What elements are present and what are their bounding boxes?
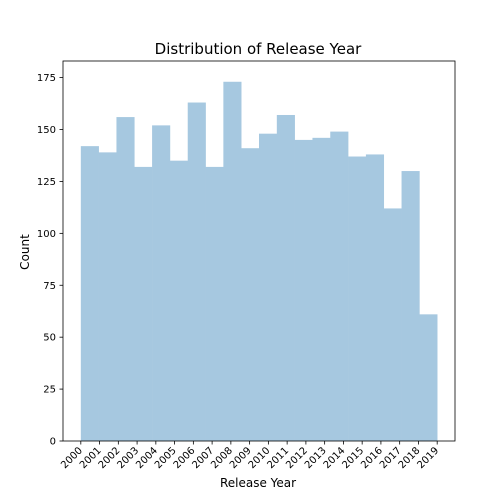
x-axis-title: Release Year [220, 476, 296, 490]
y-tick-label-1: 25 [43, 385, 56, 396]
y-tick-label-6: 150 [37, 125, 56, 136]
y-tick-label-2: 50 [43, 333, 56, 344]
x-axis-ticks: 2000200120022003200420052006200720082009… [59, 441, 441, 471]
y-axis-title: Count [18, 234, 32, 270]
histogram-bar-3 [134, 166, 153, 441]
histogram-bar-12 [294, 139, 313, 441]
histogram-bar-18 [401, 171, 420, 442]
histogram-bar-7 [205, 166, 224, 441]
chart-title: Distribution of Release Year [155, 40, 362, 58]
histogram-bar-19 [419, 314, 438, 441]
histogram-bar-10 [259, 133, 278, 441]
histogram-bar-1 [98, 152, 117, 441]
histogram-bar-2 [116, 117, 135, 441]
histogram-bar-9 [241, 148, 260, 441]
y-axis-ticks: 0 25 50 75 100 125 150 175 [37, 73, 63, 448]
plot-frame [62, 60, 456, 442]
histogram-bar-0 [80, 146, 99, 441]
y-tick-label-7: 175 [37, 73, 56, 84]
histogram-bar-16 [365, 154, 385, 441]
bars-group [80, 81, 438, 442]
y-tick-label-3: 75 [43, 281, 56, 292]
histogram-bar-5 [169, 160, 189, 442]
x-tick-label-19: 2019 [416, 445, 442, 471]
histogram-bar-17 [383, 208, 402, 441]
y-tick-label-4: 100 [37, 229, 56, 240]
histogram-bar-8 [223, 81, 242, 442]
histogram-bar-14 [330, 131, 349, 441]
histogram-bar-15 [348, 156, 367, 441]
histogram-bar-4 [152, 125, 171, 442]
histogram-bar-13 [312, 137, 331, 441]
y-tick-label-5: 125 [37, 177, 56, 188]
y-tick-label-0: 0 [50, 437, 56, 448]
histogram-bar-11 [276, 114, 295, 442]
histogram-bar-6 [187, 102, 206, 441]
